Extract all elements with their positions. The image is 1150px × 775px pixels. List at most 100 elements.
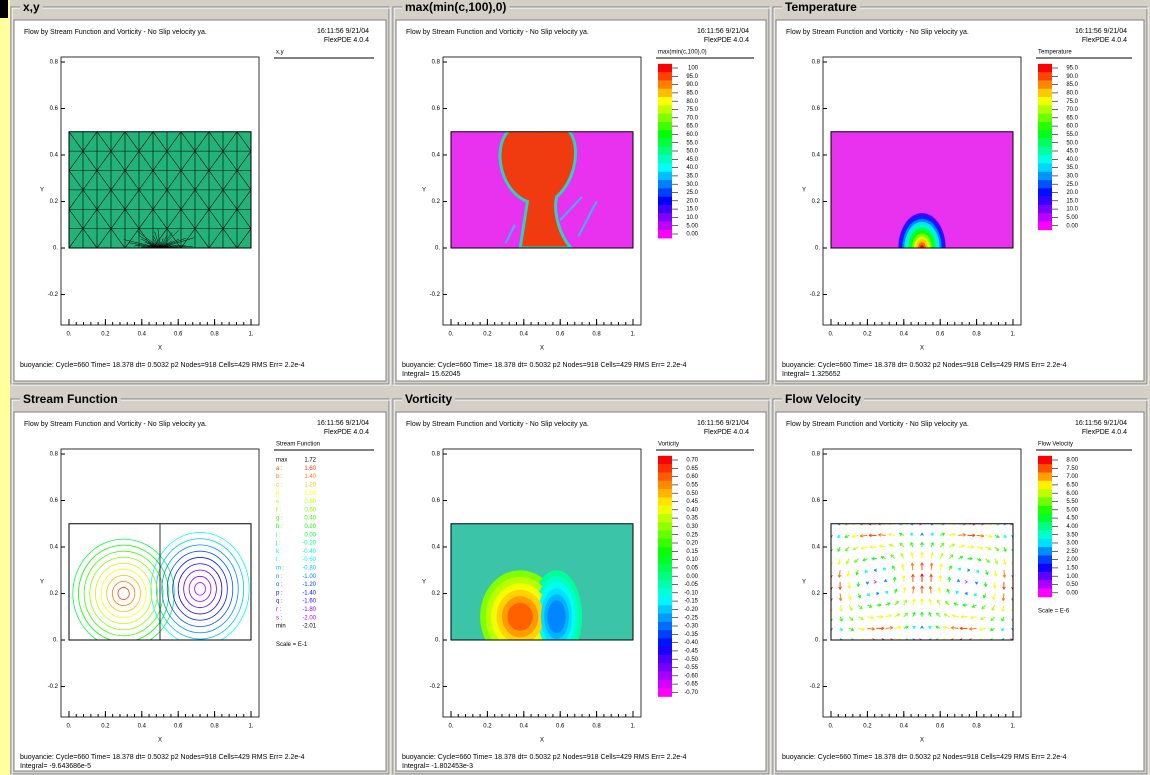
y-tick-label: 0. [435,638,440,644]
y-axis-label: Y [40,579,44,585]
y-tick-label: 0.6 [812,498,821,504]
legend-swatch [658,638,672,647]
legend-title: Vorticity [658,442,679,448]
y-axis-label: Y [422,579,426,585]
legend-swatch [658,197,672,206]
y-tick-label: 0.8 [812,452,821,458]
legend-label: 70.0 [686,115,698,121]
legend-label: -0.10 [684,590,698,596]
legend-swatch [1038,222,1052,231]
legend-label: 15.0 [686,207,698,213]
panel-title: Vorticity [405,392,452,406]
panel: Temperature Flow by Stream Function and V… [773,0,1148,385]
legend-label: -0.50 [684,657,698,663]
x-tick-label: 0.2 [101,332,110,338]
x-tick-label: 1. [1010,724,1015,730]
y-tick-label: 0.2 [812,199,821,205]
y-axis-label: Y [802,579,806,585]
footer-line: Integral= 15.62045 [402,371,461,378]
legend-label: 90.0 [1066,74,1078,80]
legend-swatch [1038,514,1052,523]
x-tick-label: 1. [630,332,635,338]
legend-swatch [658,605,672,614]
legend-label: 0.25 [686,532,698,538]
domain [69,524,251,648]
vorticity-band [507,603,532,631]
legend-swatch [658,672,672,681]
panel-title: x,y [23,0,40,14]
legend-label: 1.00 [1066,574,1078,580]
x-axis-label: X [920,346,924,352]
legend-key: h : [276,524,283,530]
legend-label: -0.15 [684,599,698,605]
legend-key: d : [276,491,283,497]
legend-label: 0.00 [1066,223,1078,229]
legend-label: -0.60 [302,557,316,563]
legend-title: Temperature [1038,50,1072,56]
legend-label: 80.0 [1066,90,1078,96]
legend-label: 10.0 [1066,207,1078,213]
legend-swatch [658,514,672,523]
legend-key: k : [276,549,283,555]
legend-key: q : [276,599,283,605]
legend-swatch [658,580,672,589]
legend-swatch [1038,180,1052,189]
legend-scale: Scale = E-1 [276,642,308,648]
plot-header: Flow by Stream Function and Vorticity - … [406,29,589,36]
legend-swatch [1038,580,1052,589]
legend-label: 8.00 [1066,458,1078,464]
x-tick-label: 1. [248,724,253,730]
legend-label: 0.45 [686,499,698,505]
legend-swatch [658,547,672,556]
y-tick-label: 0.4 [432,153,441,159]
y-tick-label: 0.4 [50,153,59,159]
legend-swatch [1038,64,1052,73]
legend-label: 90.0 [686,82,698,88]
legend-swatch [658,481,672,490]
legend-label: -0.70 [684,690,698,696]
panel: VorticityFlow by Stream Function and Vor… [393,392,770,775]
legend-title: Stream Function [276,442,320,448]
y-tick-label: -0.2 [430,292,441,298]
y-tick-label: 0.2 [50,199,59,205]
y-tick-label: 0.6 [50,498,59,504]
legend-swatch [658,147,672,156]
legend-label: -1.60 [302,599,316,605]
legend-label: 6.50 [1066,482,1078,488]
legend-label: 0.00 [1066,590,1078,596]
x-tick-label: 0. [66,332,71,338]
x-tick-label: 0.4 [900,332,909,338]
legend-swatch [1038,122,1052,131]
x-tick-label: 0.4 [900,724,909,730]
legend-key: max [276,458,287,464]
legend-swatch [658,130,672,139]
legend-swatch [1038,72,1052,81]
legend-swatch [1038,172,1052,181]
footer-line: buoyancie: Cycle=660 Time= 18.378 dt= 0.… [20,754,305,761]
legend-label: -0.20 [302,541,316,547]
legend-key: e : [276,499,283,505]
footer-line: buoyancie: Cycle=660 Time= 18.378 dt= 0.… [782,362,1067,369]
legend-key: a : [276,466,283,472]
footer-line: buoyancie: Cycle=660 Time= 18.378 dt= 0.… [402,362,687,369]
legend-swatch [658,655,672,664]
legend-label: -0.80 [302,565,316,571]
legend-label: 45.0 [686,157,698,163]
legend-swatch [1038,130,1052,139]
legend-label: 20.0 [686,198,698,204]
plot-header: Flow by Stream Function and Vorticity - … [786,29,969,36]
legend-label: 5.50 [1066,499,1078,505]
legend-label: 0.50 [1066,582,1078,588]
legend-swatch [658,80,672,89]
legend-swatch [1038,539,1052,548]
legend-label: 0.80 [304,499,316,505]
legend-label: 35.0 [1066,165,1078,171]
legend-label: 0.20 [304,524,316,530]
legend-label: 2.00 [1066,557,1078,563]
flexpde-window: x,y Flow by Stream Function and Vorticity… [0,0,1150,775]
legend-label: -0.40 [302,549,316,555]
legend-label: 95.0 [1066,66,1078,72]
legend-swatch [658,213,672,222]
legend-label: 45.0 [1066,149,1078,155]
legend-label: 75.0 [1066,99,1078,105]
